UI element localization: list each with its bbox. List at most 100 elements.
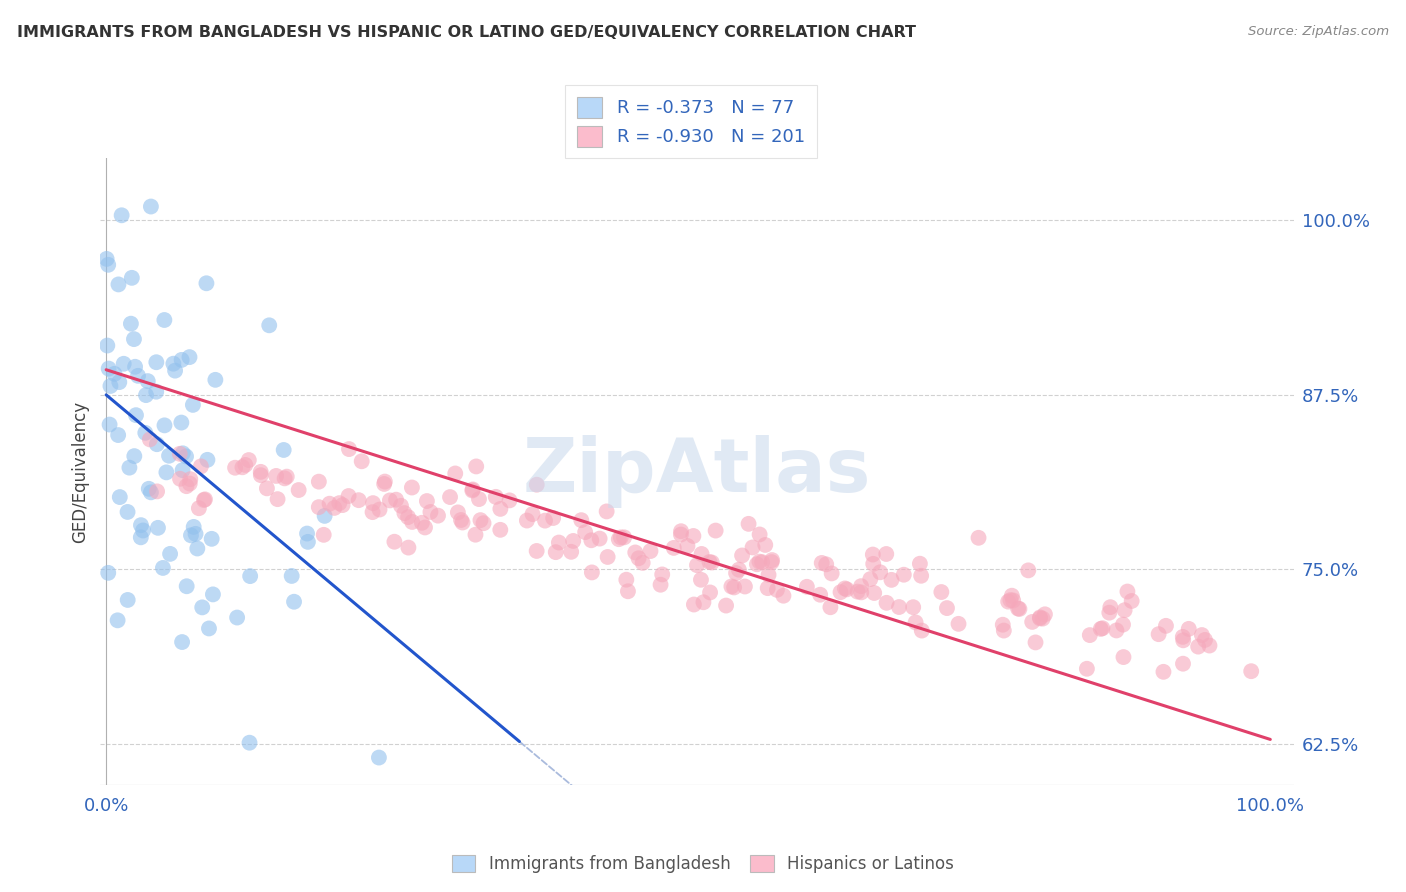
Point [1154, 619, 1177, 633]
Point [224, 460, 246, 475]
Point [117, 593, 139, 607]
Point [139, 200, 162, 214]
Point [876, 596, 898, 610]
Text: Source: ZipAtlas.com: Source: ZipAtlas.com [1249, 25, 1389, 38]
Point [181, 398, 204, 412]
Point [820, 600, 842, 615]
Point [662, 541, 685, 555]
Point [1191, 628, 1213, 642]
Point [714, 599, 737, 613]
Point [761, 553, 783, 567]
Point [413, 520, 436, 534]
Point [761, 555, 783, 569]
Point [1078, 628, 1101, 642]
Point [686, 558, 709, 573]
Point [129, 530, 152, 544]
Point [526, 544, 548, 558]
Point [172, 635, 194, 649]
Point [581, 533, 603, 548]
Point [368, 502, 391, 516]
Point [129, 518, 152, 533]
Point [125, 408, 148, 422]
Point [931, 585, 953, 599]
Point [165, 364, 187, 378]
Point [772, 589, 794, 603]
Point [172, 446, 194, 460]
Point [574, 525, 596, 540]
Point [256, 481, 278, 495]
Point [834, 582, 856, 596]
Point [875, 547, 897, 561]
Point [145, 384, 167, 399]
Point [581, 566, 603, 580]
Point [184, 527, 207, 541]
Point [1177, 622, 1199, 636]
Point [468, 492, 491, 507]
Point [690, 573, 713, 587]
Point [122, 332, 145, 346]
Point [97, 361, 120, 376]
Point [249, 465, 271, 479]
Point [117, 505, 139, 519]
Point [361, 496, 384, 510]
Point [766, 582, 789, 597]
Point [162, 357, 184, 371]
Point [120, 317, 142, 331]
Point [384, 534, 406, 549]
Point [361, 505, 384, 519]
Point [308, 500, 330, 515]
Point [534, 514, 557, 528]
Point [187, 501, 209, 516]
Point [1187, 640, 1209, 654]
Point [901, 600, 924, 615]
Point [1116, 584, 1139, 599]
Point [186, 541, 208, 556]
Point [835, 582, 858, 597]
Point [869, 566, 891, 580]
Point [815, 558, 838, 572]
Legend: Immigrants from Bangladesh, Hispanics or Latinos: Immigrants from Bangladesh, Hispanics or… [446, 848, 960, 880]
Point [250, 468, 273, 483]
Point [617, 584, 640, 599]
Point [1147, 627, 1170, 641]
Point [121, 270, 143, 285]
Point [745, 558, 768, 572]
Point [450, 513, 472, 527]
Point [112, 357, 135, 371]
Point [153, 313, 176, 327]
Point [472, 516, 495, 531]
Point [1171, 657, 1194, 671]
Point [231, 460, 253, 475]
Point [489, 501, 512, 516]
Point [754, 538, 776, 552]
Point [264, 469, 287, 483]
Point [427, 508, 450, 523]
Point [862, 548, 884, 562]
Point [107, 277, 129, 292]
Point [139, 485, 162, 500]
Point [1025, 635, 1047, 649]
Point [107, 613, 129, 627]
Point [183, 520, 205, 534]
Point [396, 541, 419, 555]
Point [562, 533, 585, 548]
Point [118, 460, 141, 475]
Point [704, 524, 727, 538]
Point [1002, 593, 1025, 607]
Point [273, 471, 295, 485]
Point [337, 442, 360, 456]
Text: IMMIGRANTS FROM BANGLADESH VS HISPANIC OR LATINO GED/EQUIVALENCY CORRELATION CHA: IMMIGRANTS FROM BANGLADESH VS HISPANIC O… [17, 25, 915, 40]
Point [748, 555, 770, 569]
Point [880, 573, 903, 587]
Point [821, 566, 844, 581]
Point [723, 581, 745, 595]
Point [1008, 602, 1031, 616]
Point [485, 490, 508, 504]
Point [1114, 603, 1136, 617]
Point [100, 379, 122, 393]
Point [640, 544, 662, 558]
Point [461, 483, 484, 498]
Point [179, 472, 201, 486]
Point [544, 545, 567, 559]
Point [297, 534, 319, 549]
